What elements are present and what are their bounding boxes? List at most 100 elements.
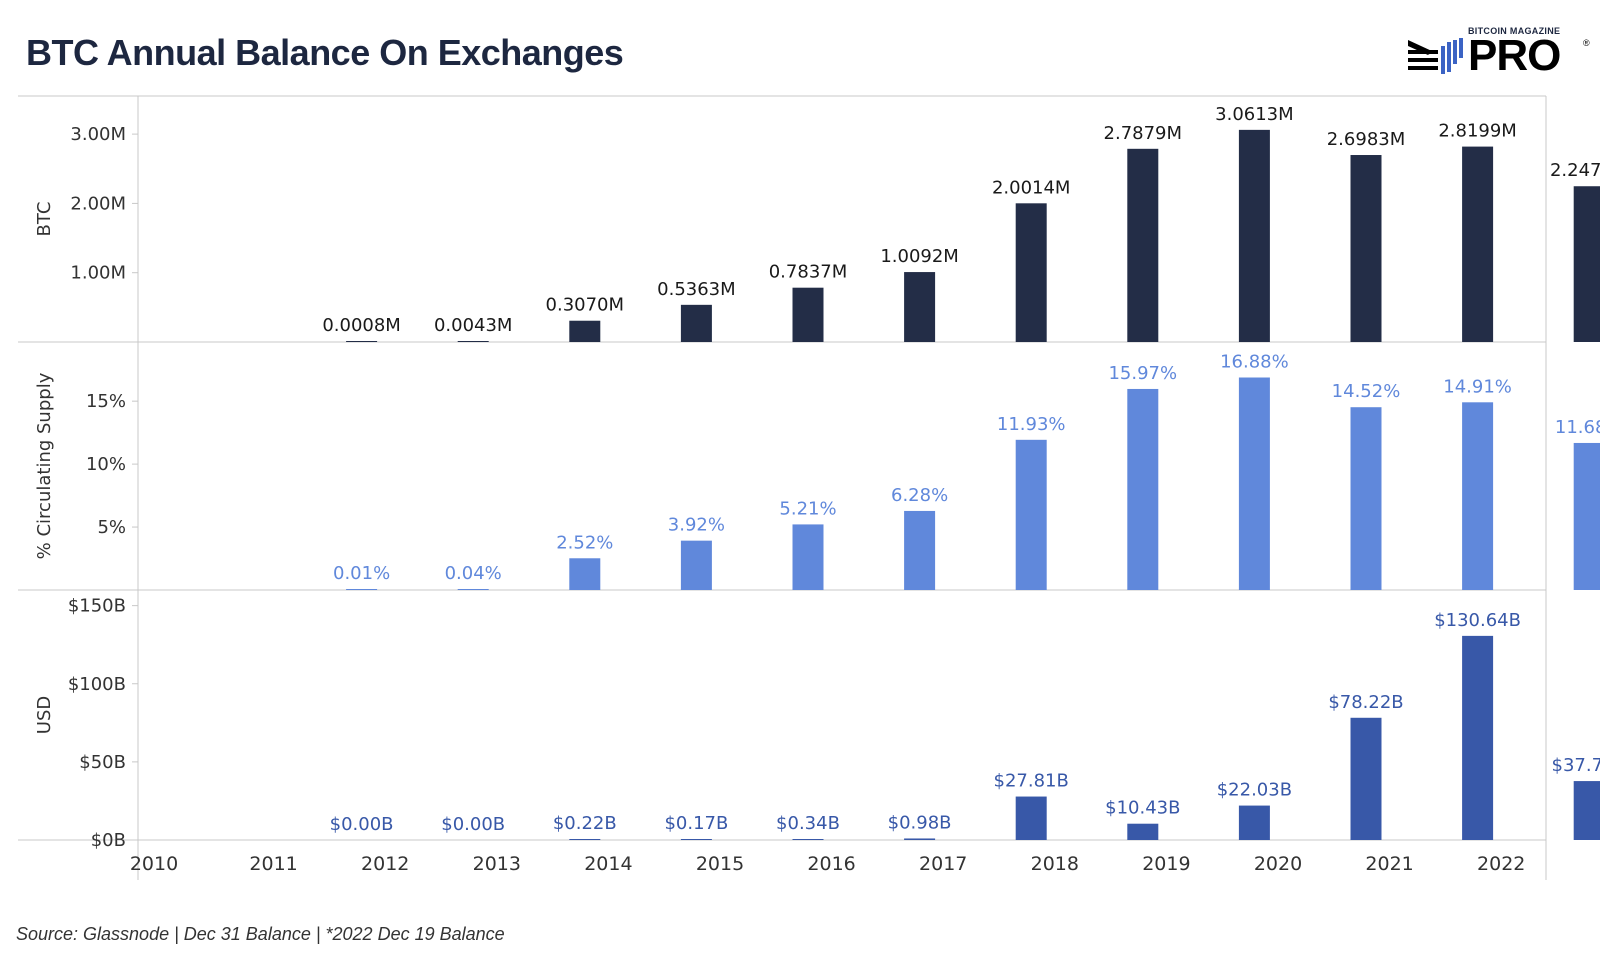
data-label: 2.0014M	[992, 177, 1071, 198]
data-bar	[1350, 407, 1382, 590]
data-bar	[680, 540, 712, 590]
data-bar	[1350, 155, 1382, 342]
y-tick-label: 3.00M	[70, 124, 126, 145]
data-bar	[1127, 148, 1159, 342]
data-label: $130.64B	[1434, 610, 1521, 631]
data-bar	[904, 510, 936, 590]
data-bar	[904, 272, 936, 342]
data-bar	[680, 304, 712, 342]
data-bar	[1573, 186, 1600, 342]
y-axis-title: USD	[34, 696, 55, 734]
x-tick-label: 2014	[584, 853, 632, 875]
data-bar	[1573, 442, 1600, 590]
logo-mark-icon	[1408, 38, 1463, 74]
data-label: $27.81B	[994, 771, 1069, 792]
data-label: 0.04%	[445, 563, 502, 584]
y-tick-label: $100B	[68, 674, 126, 695]
y-axis-title: BTC	[34, 202, 55, 237]
data-bar	[1015, 439, 1047, 590]
x-tick-label: 2021	[1365, 853, 1413, 875]
x-tick-label: 2018	[1031, 853, 1079, 875]
data-bar	[457, 341, 489, 342]
data-label: 0.3070M	[546, 295, 625, 316]
logo-main-text: PRO	[1468, 31, 1561, 80]
x-tick-label: 2010	[130, 853, 178, 875]
data-label: 3.0613M	[1215, 104, 1294, 125]
data-bar	[1350, 717, 1382, 840]
data-label: 2.52%	[556, 532, 613, 553]
data-bar	[904, 838, 936, 840]
source-note: Source: Glassnode | Dec 31 Balance | *20…	[16, 924, 505, 944]
x-tick-label: 2022	[1477, 853, 1525, 875]
y-tick-label: 10%	[86, 454, 126, 475]
data-bar	[346, 589, 378, 590]
data-label: $0.00B	[441, 814, 505, 835]
data-bar	[792, 287, 824, 342]
data-bar	[569, 839, 601, 840]
x-tick-label: 2016	[807, 853, 855, 875]
data-label: 6.28%	[891, 485, 948, 506]
data-label: $0.98B	[888, 812, 952, 833]
data-bar	[1573, 781, 1600, 840]
y-tick-label: $150B	[68, 596, 126, 617]
data-bar	[457, 589, 489, 590]
x-tick-label: 2019	[1142, 853, 1190, 875]
x-tick-label: 2017	[919, 853, 967, 875]
data-bar	[792, 524, 824, 590]
chart-title: BTC Annual Balance On Exchanges	[26, 32, 624, 73]
x-tick-label: 2015	[696, 853, 744, 875]
y-tick-label: 5%	[97, 517, 126, 538]
data-bar	[346, 341, 378, 342]
data-label: 0.5363M	[657, 279, 736, 300]
logo-top-text: BITCOIN MAGAZINE	[1468, 26, 1561, 36]
data-bar	[1462, 146, 1494, 342]
data-bar	[1238, 377, 1270, 590]
x-tick-label: 2011	[249, 853, 297, 875]
data-label: 5.21%	[779, 498, 836, 519]
data-label: 14.52%	[1332, 381, 1401, 402]
data-label: 3.92%	[668, 515, 725, 536]
data-label: $22.03B	[1217, 780, 1292, 801]
data-bar	[1015, 203, 1047, 342]
data-label: 16.88%	[1220, 352, 1289, 373]
data-bar	[1462, 635, 1494, 840]
data-bar	[1127, 388, 1159, 590]
logo-registered-mark: ®	[1583, 38, 1590, 48]
data-label: $0.34B	[776, 813, 840, 834]
y-tick-label: $50B	[79, 752, 126, 773]
y-tick-label: 15%	[86, 391, 126, 412]
data-label: $78.22B	[1328, 692, 1403, 713]
data-bar	[1238, 129, 1270, 342]
data-label: 0.0008M	[322, 315, 401, 336]
data-label: 11.93%	[997, 414, 1066, 435]
data-label: 1.0092M	[880, 246, 959, 267]
data-label: $0.22B	[553, 813, 617, 834]
data-label: $0.17B	[664, 813, 728, 834]
data-bar	[1462, 402, 1494, 590]
data-label: $0.00B	[330, 814, 394, 835]
bitcoin-magazine-pro-logo: BITCOIN MAGAZINE PRO ®	[1408, 26, 1594, 86]
data-label: 15.97%	[1108, 363, 1177, 384]
data-bar	[680, 839, 712, 840]
data-label: $37.71B	[1552, 755, 1600, 776]
x-tick-label: 2012	[361, 853, 409, 875]
data-label: 2.7879M	[1104, 123, 1183, 144]
x-tick-label: 2020	[1254, 853, 1302, 875]
x-tick-label: 2013	[473, 853, 521, 875]
data-label: 0.01%	[333, 563, 390, 584]
data-bar	[1015, 796, 1047, 840]
data-label: 2.6983M	[1327, 129, 1406, 150]
y-tick-label: 1.00M	[70, 263, 126, 284]
data-label: 0.7837M	[769, 262, 848, 283]
data-bar	[792, 839, 824, 840]
chart-area: 2010 2011 2012 2013 2014 2015 2016 2017 2018 2019…	[18, 95, 1600, 880]
data-bar	[569, 558, 601, 590]
y-tick-label: $0B	[91, 830, 126, 851]
y-axis-title: % Circulating Supply	[34, 372, 55, 559]
data-bar	[1127, 823, 1159, 840]
data-bar	[569, 320, 601, 342]
data-label: 11.68%	[1555, 417, 1600, 438]
y-tick-label: 2.00M	[70, 193, 126, 214]
data-label: 2.8199M	[1438, 121, 1517, 142]
data-label: $10.43B	[1105, 798, 1180, 819]
